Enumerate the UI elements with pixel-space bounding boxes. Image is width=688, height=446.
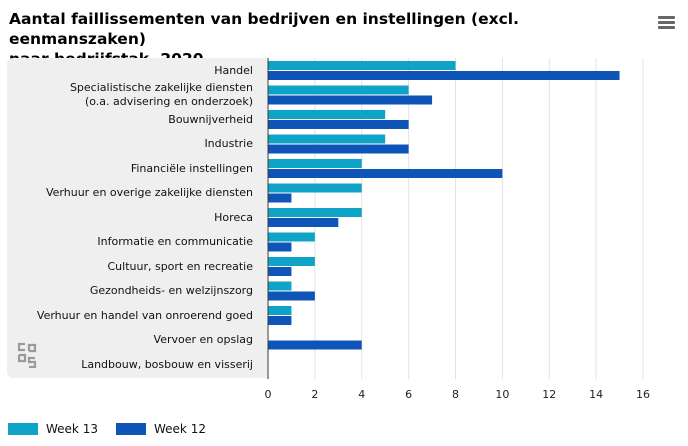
bar-week-13-horeca[interactable] — [268, 208, 362, 217]
cbs-logo-icon — [17, 342, 37, 368]
bar-week-13-bouwnijverheid[interactable] — [268, 110, 386, 119]
bar-week-13-industrie[interactable] — [268, 134, 386, 144]
category-label: Industrie — [204, 137, 253, 150]
bar-week-13-cultuur-sport-en-recreatie[interactable] — [268, 257, 315, 266]
x-tick-label: 12 — [542, 388, 556, 401]
bar-week-12-handel[interactable] — [268, 71, 620, 80]
bar-week-12-cultuur-sport-en-recreatie[interactable] — [268, 267, 292, 276]
chart-title-line-1: Aantal faillissementen van bedrijven en … — [9, 10, 519, 48]
category-label: Verhuur en handel van onroerend goed — [36, 308, 253, 322]
category-label: Horeca — [214, 210, 253, 224]
bar-week-12-verhuur-en-overige-zakelijke-diensten[interactable] — [268, 193, 292, 203]
category-label: Landbouw, bosbouw en visserij — [81, 357, 253, 371]
x-tick-label: 6 — [405, 388, 412, 401]
bar-week-13-verhuur-en-overige-zakelijke-diensten[interactable] — [268, 183, 362, 193]
legend-swatch-week-13 — [8, 423, 38, 435]
x-tick-label: 0 — [265, 388, 272, 401]
category-label: Cultuur, sport en recreatie — [107, 259, 253, 273]
bar-week-13-handel[interactable] — [268, 61, 456, 70]
category-label-panel — [7, 58, 267, 378]
bar-week-12-financi-le-instellingen[interactable] — [268, 169, 503, 178]
hamburger-menu-icon[interactable] — [658, 16, 675, 30]
legend-swatch-week-12 — [116, 423, 146, 435]
x-tick-label: 8 — [452, 388, 459, 401]
category-label: Specialistische zakelijke diensten (o.a. … — [69, 81, 253, 108]
category-label: Bouwnijverheid — [168, 112, 253, 126]
bar-week-13-financi-le-instellingen[interactable] — [268, 159, 362, 168]
category-label: Vervoer en opslag — [153, 333, 253, 346]
legend-item-week-13[interactable]: Week 13 — [8, 422, 98, 436]
bar-week-12-gezondheids-en-welzijnszorg[interactable] — [268, 291, 315, 301]
legend-label-week-13: Week 13 — [46, 422, 98, 436]
x-tick-label: 4 — [358, 388, 365, 401]
bar-week-13-verhuur-en-handel-van-onroerend-goed[interactable] — [268, 306, 292, 315]
category-label: Financiële instellingen — [130, 161, 253, 175]
legend-item-week-12[interactable]: Week 12 — [116, 422, 206, 436]
x-tick-label: 16 — [636, 388, 650, 401]
bar-week-12-horeca[interactable] — [268, 218, 339, 227]
category-label: Handel — [214, 63, 253, 77]
bar-week-13-specialistische-zakelijke-diensten[interactable] — [268, 85, 409, 95]
bar-week-12-industrie[interactable] — [268, 144, 409, 154]
x-tick-label: 10 — [495, 388, 509, 401]
bar-week-13-informatie-en-communicatie[interactable] — [268, 232, 315, 242]
category-label: Verhuur en overige zakelijke diensten — [45, 186, 253, 199]
x-tick-label: 2 — [311, 388, 318, 401]
bar-week-12-verhuur-en-handel-van-onroerend-goed[interactable] — [268, 316, 292, 325]
x-tick-label: 14 — [589, 388, 603, 401]
bar-week-12-specialistische-zakelijke-diensten[interactable] — [268, 95, 433, 105]
bar-week-12-informatie-en-communicatie[interactable] — [268, 242, 292, 252]
category-label: Gezondheids- en welzijnszorg — [89, 284, 253, 297]
bar-week-12-vervoer-en-opslag[interactable] — [268, 340, 362, 350]
bar-week-12-bouwnijverheid[interactable] — [268, 120, 409, 129]
legend-label-week-12: Week 12 — [154, 422, 206, 436]
bar-week-13-gezondheids-en-welzijnszorg[interactable] — [268, 281, 292, 291]
category-label: Informatie en communicatie — [97, 235, 253, 248]
